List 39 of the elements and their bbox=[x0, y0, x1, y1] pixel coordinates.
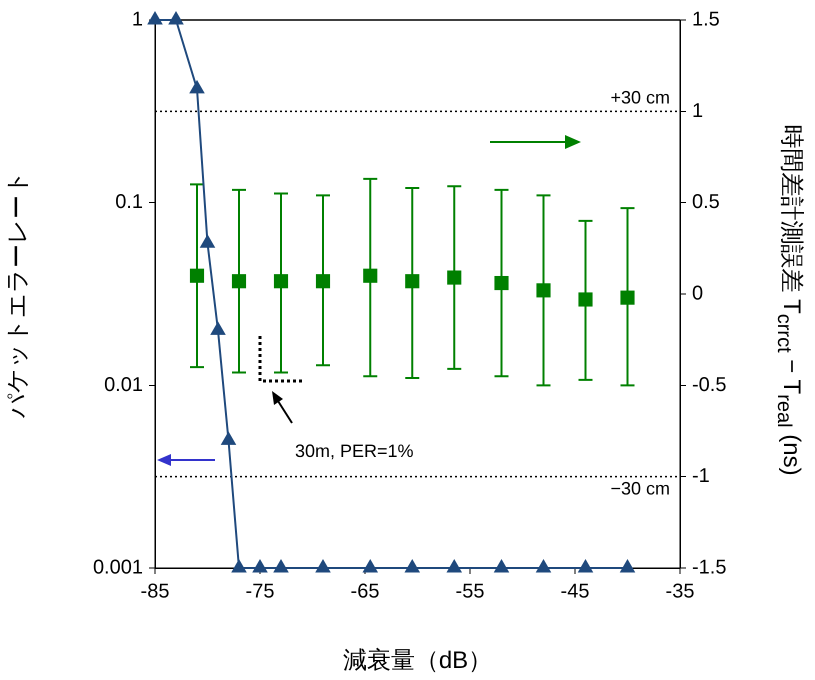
point bbox=[362, 559, 378, 572]
point bbox=[200, 234, 216, 248]
point bbox=[220, 431, 236, 445]
point bbox=[252, 559, 268, 572]
ref-line-label: +30 cm bbox=[610, 87, 670, 108]
x-tick-label: -45 bbox=[560, 580, 590, 603]
y2-tick-label: 1.5 bbox=[692, 8, 720, 31]
y2-tick-label: 0.5 bbox=[692, 191, 720, 214]
point bbox=[168, 11, 184, 24]
ref-line-label: −30 cm bbox=[610, 478, 670, 499]
point bbox=[494, 559, 510, 572]
x-tick-label: -65 bbox=[350, 580, 380, 603]
point bbox=[147, 11, 163, 24]
y2-tick-label: -0.5 bbox=[692, 374, 726, 396]
point bbox=[578, 559, 594, 572]
point bbox=[273, 559, 289, 572]
point bbox=[536, 559, 552, 572]
y-tick-label: 0.01 bbox=[104, 374, 143, 396]
point bbox=[620, 559, 636, 572]
x-tick-label: -75 bbox=[246, 580, 274, 603]
y-tick-label: 1 bbox=[132, 8, 143, 31]
y-axis-title: パケットエラーレート bbox=[4, 170, 32, 419]
x-tick-label: -85 bbox=[140, 580, 170, 603]
y2-tick-label: 1 bbox=[692, 100, 704, 122]
y2-tick-label: -1.5 bbox=[692, 556, 726, 579]
annotation: 30m, PER=1% bbox=[295, 441, 414, 461]
point bbox=[210, 321, 226, 335]
point bbox=[404, 559, 420, 572]
point bbox=[231, 559, 247, 572]
y2-tick-label: 0 bbox=[692, 282, 704, 305]
y-tick-label: 0.1 bbox=[115, 191, 143, 214]
x-axis-title: 減衰量（dB） bbox=[342, 647, 492, 674]
x-tick-label: -55 bbox=[456, 580, 484, 603]
point bbox=[189, 80, 205, 94]
y2-tick-label: -1 bbox=[692, 465, 710, 488]
point bbox=[315, 559, 331, 572]
y-tick-label: 0.001 bbox=[92, 556, 143, 579]
x-tick-label: -35 bbox=[666, 580, 694, 603]
point bbox=[446, 559, 462, 572]
